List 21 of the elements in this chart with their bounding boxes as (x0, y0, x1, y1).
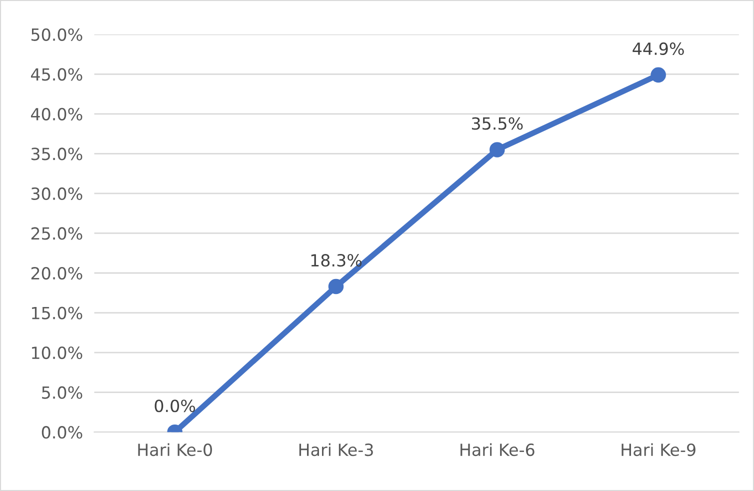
y-tick-label: 5.0% (42, 386, 82, 399)
y-tick-label: 35.0% (31, 148, 82, 160)
y-tick-label: 10.0% (32, 346, 82, 360)
x-tick-label: Hari Ke-3 (299, 443, 373, 456)
y-tick-label: 45.0% (31, 68, 82, 81)
y-tick-label: 20.0% (31, 266, 82, 280)
x-tick-label: Hari Ke-0 (138, 443, 212, 456)
data-label: 44.9% (632, 42, 684, 56)
data-label: 35.5% (472, 117, 523, 130)
y-tick-label: 40.0% (31, 108, 82, 120)
y-tick-label: 30.0% (31, 187, 82, 200)
y-tick-label: 25.0% (31, 227, 82, 240)
data-label: 18.3% (311, 254, 362, 267)
y-tick-label: 15.0% (32, 306, 82, 320)
point (650, 67, 666, 83)
y-tick-label: 50.0% (31, 28, 82, 41)
x-tick-label: Hari Ke-6 (460, 443, 534, 456)
data-label: 0.0% (154, 400, 196, 412)
point (490, 142, 505, 158)
y-tick-label: 0.0% (42, 426, 82, 439)
x-tick-label: Hari Ke-9 (622, 443, 696, 456)
